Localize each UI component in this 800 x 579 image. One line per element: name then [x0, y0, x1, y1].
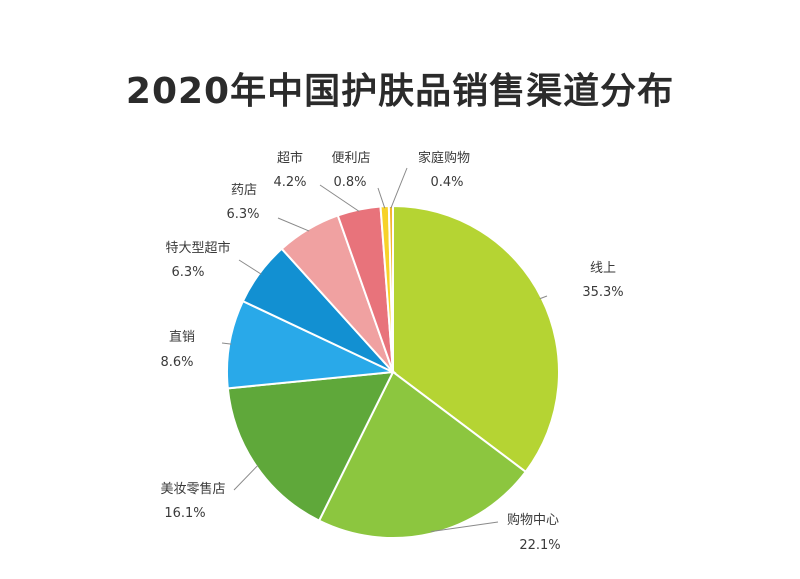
- slice-value-8: 0.4%: [430, 175, 463, 190]
- slice-value-3: 8.6%: [160, 355, 193, 370]
- slice-label-8: 家庭购物: [418, 150, 470, 166]
- leader-line-0: [539, 295, 548, 300]
- chart-title: 2020年中国护肤品销售渠道分布: [125, 71, 675, 112]
- pie-slice-8: [387, 204, 394, 373]
- leader-line-2: [233, 464, 259, 491]
- slice-label-2: 美妆零售店: [160, 481, 225, 497]
- slice-value-1: 22.1%: [519, 538, 560, 553]
- slice-value-4: 6.3%: [171, 265, 204, 280]
- leader-line-5: [277, 217, 310, 232]
- slice-value-6: 4.2%: [273, 175, 306, 190]
- slice-label-3: 直销: [169, 330, 195, 345]
- slice-label-1: 购物中心: [507, 512, 559, 528]
- slice-label-0: 线上: [590, 261, 616, 276]
- leader-line-4: [238, 259, 262, 275]
- slice-value-5: 6.3%: [226, 207, 259, 222]
- slice-label-7: 便利店: [331, 151, 370, 166]
- slice-label-6: 超市: [277, 150, 303, 166]
- slice-value-7: 0.8%: [333, 175, 366, 190]
- leader-line-1: [430, 521, 499, 533]
- slice-value-2: 16.1%: [164, 506, 205, 521]
- leader-line-8: [390, 167, 408, 209]
- pie-slice-1: [317, 370, 528, 539]
- slice-label-5: 药店: [231, 183, 257, 198]
- leader-line-3: [221, 342, 232, 345]
- leader-line-6: [319, 184, 360, 212]
- slice-value-0: 35.3%: [582, 285, 623, 300]
- slice-label-4: 特大型超市: [165, 240, 230, 256]
- leader-line-7: [377, 187, 386, 209]
